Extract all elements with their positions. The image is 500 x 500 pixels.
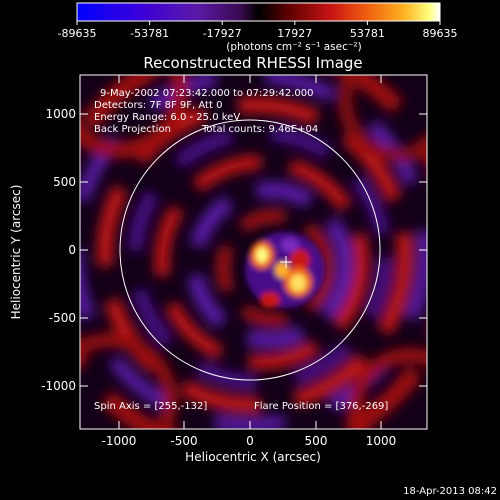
colorbar-tick-label: -53781 [130,27,169,40]
y-tick-label: -500 [49,311,76,325]
x-ticks [118,75,382,429]
info-total-counts: Total counts: 9.46E+04 [201,124,318,135]
x-tick-label: -500 [170,434,197,448]
timestamp: 18-Apr-2013 08:42 [403,486,497,497]
x-tick-label: 1000 [366,434,397,448]
chart-title: Reconstructed RHESSI Image [143,54,362,72]
y-tick-label: 1000 [45,107,76,121]
colorbar [76,2,441,22]
colorbar-tick-label: 17927 [277,27,312,40]
info-method: Back Projection [94,124,171,135]
y-ticks [80,113,427,387]
colorbar-tick-label: -17927 [203,27,242,40]
y-axis-label: Heliocentric Y (arcsec) [9,185,23,320]
image-area [80,75,427,429]
solar-limb [119,119,381,381]
flare-position-label: Flare Position = [376,-269] [254,401,388,412]
colorbar-tick-label: 89635 [423,27,458,40]
y-tick-label: 0 [68,243,76,257]
spin-axis-label: Spin Axis = [255,-132] [94,401,207,412]
y-tick-label: 500 [53,175,76,189]
x-tick-label: -1000 [102,434,137,448]
info-time-range: 9-May-2002 07:23:42.000 to 07:29:42.000 [100,88,313,99]
colorbar-units: (photons cm⁻² s⁻¹ asec⁻²) [226,41,361,53]
info-detectors: Detectors: 7F 8F 9F, Att 0 [94,100,222,111]
colorbar-ticks [76,21,441,25]
x-axis-label: Heliocentric X (arcsec) [185,450,321,464]
plot-frame [79,74,428,430]
colorbar-tick-label: -89635 [58,27,97,40]
colorbar-tick-label: 53781 [350,27,385,40]
x-tick-label: 0 [246,434,254,448]
y-tick-label: -1000 [41,379,76,393]
info-energy: Energy Range: 6.0 - 25.0 keV [94,112,240,123]
x-tick-label: 500 [305,434,328,448]
flare-marker [280,256,292,268]
